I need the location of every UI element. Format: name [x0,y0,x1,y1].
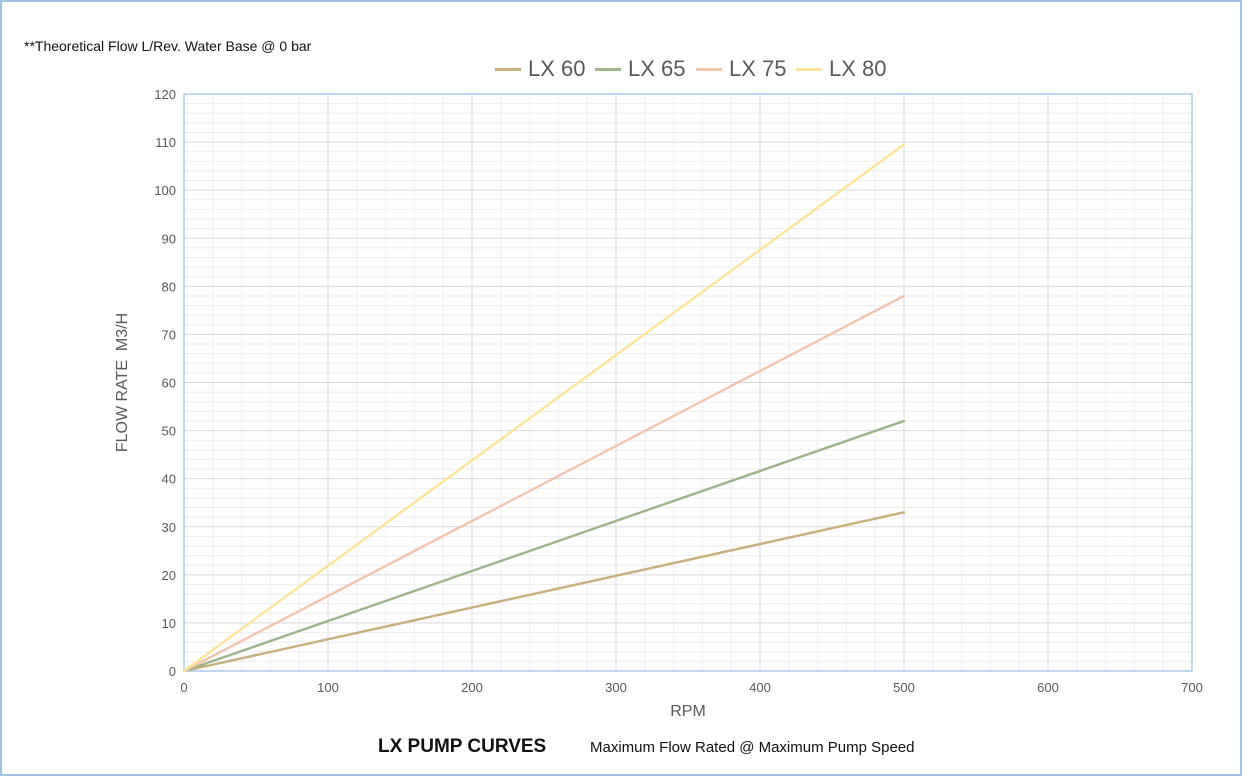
legend-item: LX 60 [495,54,586,84]
chart-note: **Theoretical Flow L/Rev. Water Base @ 0… [24,38,312,54]
y-tick-label: 90 [162,231,176,246]
x-tick-label: 0 [180,680,187,695]
legend-label: LX 75 [729,56,787,81]
y-tick-label: 50 [162,424,176,439]
x-tick-label: 400 [749,680,771,695]
y-tick-label: 0 [169,664,176,679]
x-axis-label: RPM [670,703,706,720]
y-tick-label: 70 [162,327,176,342]
chart-legend: LX 60 LX 65 LX 75 LX 80 [2,54,1242,84]
series-line-lx-65 [182,419,906,673]
legend-label: LX 80 [829,56,887,81]
y-tick-label: 110 [155,135,176,150]
x-tick-label: 700 [1181,680,1203,695]
x-tick-label: 300 [605,680,627,695]
plot-area-border [183,93,1193,672]
legend-item: LX 80 [796,54,887,84]
legend-item: LX 75 [696,54,787,84]
y-tick-label: 10 [162,616,176,631]
y-axis-label: FLOW RATE M3/H [114,313,131,452]
y-tick-label: 100 [154,183,176,198]
y-tick-label: 20 [162,568,176,583]
x-tick-label: 600 [1037,680,1059,695]
legend-label: LX 65 [628,56,686,81]
x-tick-label: 200 [461,680,483,695]
y-tick-label: 40 [162,472,176,487]
y-tick-label: 80 [162,279,176,294]
chart-caption-subtitle: Maximum Flow Rated @ Maximum Pump Speed [590,739,915,756]
chart-caption-title: LX PUMP CURVES [378,736,547,757]
x-tick-label: 500 [893,680,915,695]
series-line-lx-60 [182,511,906,673]
legend-swatch [495,67,521,71]
legend-label: LX 60 [528,56,586,81]
x-tick-label: 100 [317,680,339,695]
series-line-lx-80 [182,143,906,673]
legend-item: LX 65 [595,54,686,84]
y-tick-label: 120 [154,87,176,102]
legend-swatch [796,67,822,71]
y-tick-label: 60 [162,376,176,391]
series-line-lx-75 [182,294,906,673]
legend-swatch [595,67,621,71]
y-tick-label: 30 [162,520,176,535]
legend-swatch [696,67,722,71]
